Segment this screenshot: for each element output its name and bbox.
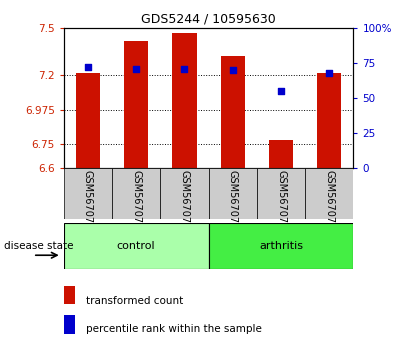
Bar (172, 33, 196, 168)
Point (85, 64, 91, 70)
Bar (209, 168, 257, 219)
Bar (112, 168, 160, 219)
Text: disease state: disease state (4, 241, 74, 251)
Text: GSM567078: GSM567078 (276, 170, 286, 229)
Text: GSM567079: GSM567079 (324, 170, 334, 229)
Bar (257, 168, 305, 219)
Text: GSM567073: GSM567073 (180, 170, 189, 229)
Text: GSM567077: GSM567077 (228, 170, 238, 230)
Text: transformed count: transformed count (86, 296, 184, 306)
Bar (64, 168, 112, 219)
Bar (64, 286, 75, 304)
Bar (160, 168, 209, 219)
Bar (317, 73, 342, 168)
Bar (76, 73, 100, 168)
Title: GDS5244 / 10595630: GDS5244 / 10595630 (141, 13, 276, 26)
Bar (269, 140, 293, 168)
Text: percentile rank within the sample: percentile rank within the sample (86, 324, 262, 334)
Text: GSM567072: GSM567072 (131, 170, 141, 230)
Text: GSM567071: GSM567071 (83, 170, 93, 229)
Point (133, 66, 139, 72)
Bar (64, 223, 208, 269)
Point (278, 88, 284, 94)
Point (326, 70, 332, 76)
Text: arthritis: arthritis (259, 241, 303, 251)
Bar (221, 56, 245, 168)
Bar (209, 223, 353, 269)
Point (181, 66, 188, 72)
Bar (305, 168, 353, 219)
Point (229, 67, 236, 73)
Bar (64, 315, 75, 334)
Text: control: control (117, 241, 155, 251)
Bar (124, 41, 148, 168)
